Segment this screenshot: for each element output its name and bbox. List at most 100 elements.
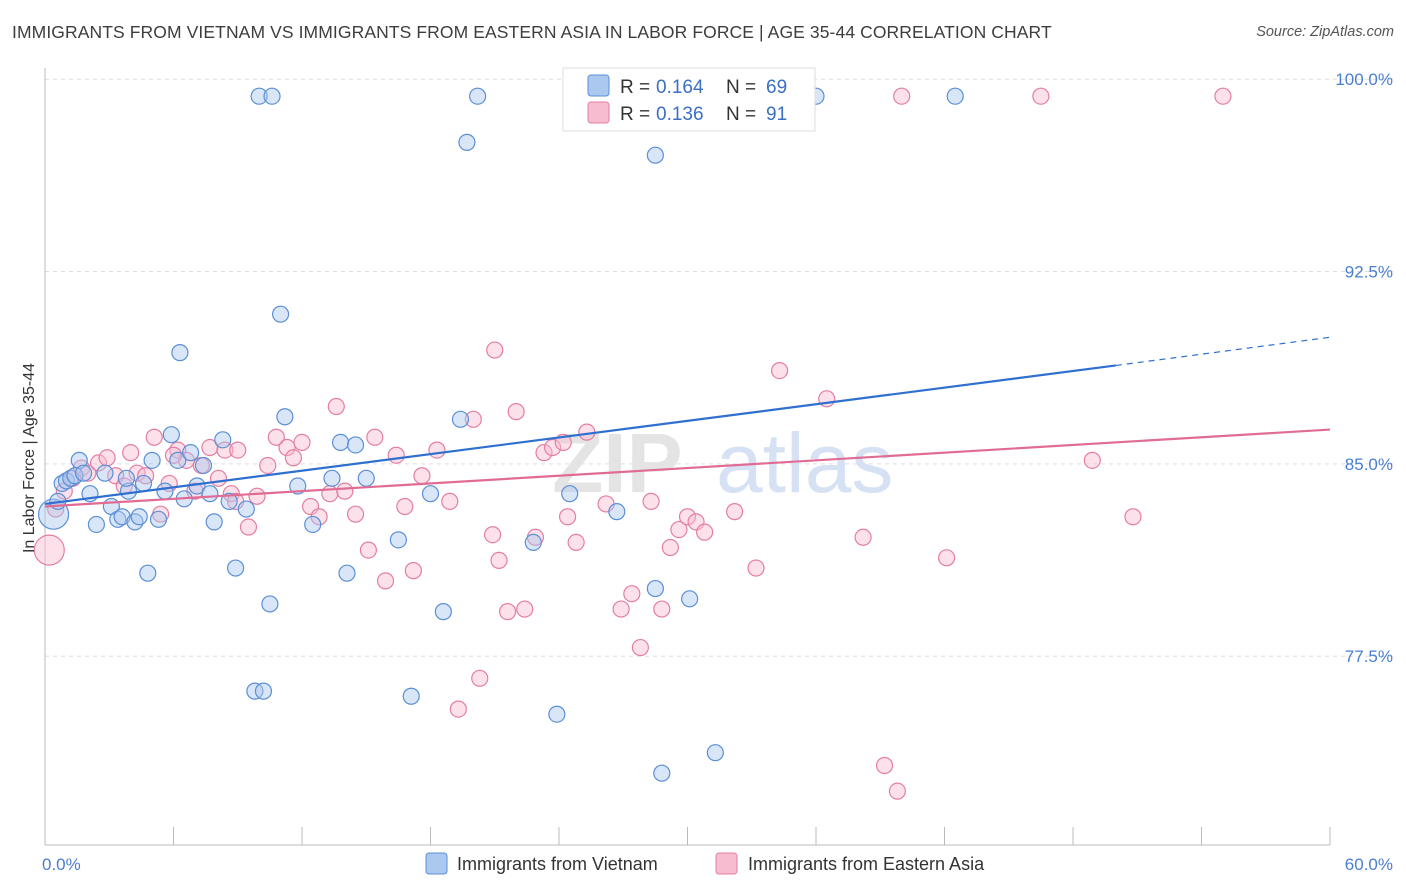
point-eastasia-78: [888, 782, 906, 800]
point-vietnam-19: [149, 510, 168, 528]
legend-n-label-eastasia: N =: [726, 104, 756, 125]
point-eastasia-36: [336, 482, 354, 500]
trend-lines: [44, 336, 1331, 508]
point-eastasia-31: [293, 433, 311, 451]
watermark-zip: ZIP: [552, 416, 683, 510]
point-eastasia-13: [145, 428, 163, 446]
point-eastasia-82: [486, 341, 504, 359]
axes: [44, 68, 1331, 846]
point-vietnam-29: [214, 431, 232, 449]
point-eastasia-76: [854, 528, 872, 546]
point-eastasia-5: [79, 464, 97, 482]
grid-lines: [45, 78, 1395, 657]
x-tick-label-1: 60.0%: [1345, 855, 1393, 874]
point-vietnam-40: [323, 469, 341, 487]
point-vietnam-24: [182, 444, 200, 462]
point-eastasia-28: [267, 428, 285, 446]
point-vietnam-58: [171, 344, 189, 362]
legend-r-label-vietnam: R =: [620, 77, 650, 98]
point-eastasia-24: [229, 441, 247, 459]
series-vietnam-points: [37, 87, 964, 782]
point-vietnam-46: [421, 485, 440, 503]
y-tick-label-1: 92.5%: [1345, 263, 1393, 282]
legend-r-value-eastasia: 0.136: [656, 104, 704, 125]
point-eastasia-22: [216, 441, 234, 459]
point-vietnam-34: [254, 682, 273, 700]
point-eastasia-29: [278, 438, 296, 457]
point-eastasia-42: [396, 497, 414, 516]
point-eastasia-68: [670, 520, 688, 539]
watermark-atlas: atlas: [716, 416, 893, 510]
point-vietnam-17: [134, 474, 153, 493]
point-vietnam-16: [130, 508, 148, 526]
point-eastasia-85: [1214, 87, 1232, 105]
point-vietnam-38: [289, 477, 307, 495]
point-eastasia-50: [484, 526, 502, 544]
point-vietnam-48: [451, 410, 470, 428]
point-vietnam-28: [205, 513, 223, 531]
point-eastasia-30: [284, 449, 303, 467]
point-eastasia-56: [535, 444, 553, 462]
series-eastern-asia-points: [33, 87, 1232, 800]
point-eastasia-6: [89, 454, 108, 472]
point-vietnam-61: [469, 87, 487, 105]
y-axis-label: In Labor Force | Age 35-44: [21, 363, 38, 553]
trend-line-vietnam: [44, 364, 1116, 506]
point-vietnam-36: [271, 305, 290, 323]
legend-r-value-vietnam: 0.164: [656, 77, 704, 98]
point-eastasia-74: [770, 361, 789, 380]
legend-n-value-vietnam: 69: [766, 77, 787, 98]
point-eastasia-72: [726, 503, 744, 521]
point-eastasia-49: [471, 669, 489, 687]
point-vietnam-65: [646, 146, 664, 164]
chart-source: Source: ZipAtlas.com: [1256, 24, 1394, 40]
point-vietnam-26: [194, 456, 213, 475]
point-eastasia-0: [33, 534, 65, 566]
point-vietnam-59: [250, 87, 268, 105]
point-eastasia-80: [1083, 451, 1101, 469]
point-vietnam-22: [169, 451, 187, 469]
point-eastasia-59: [567, 533, 585, 552]
point-eastasia-41: [387, 446, 405, 464]
bottom-legend-label-vietnam: Immigrants from Vietnam: [457, 854, 658, 874]
point-eastasia-25: [239, 518, 258, 536]
point-eastasia-57: [543, 438, 562, 457]
point-vietnam-21: [162, 426, 180, 444]
point-vietnam-35: [261, 595, 279, 613]
point-eastasia-58: [558, 508, 577, 526]
y-tick-label-2: 85.0%: [1345, 455, 1393, 474]
point-vietnam-57: [706, 744, 724, 762]
trend-line-vietnam-extension: [1115, 336, 1331, 367]
point-vietnam-31: [227, 559, 245, 577]
point-eastasia-10: [122, 444, 140, 462]
y-tick-label-3: 77.5%: [1345, 647, 1393, 666]
legend-n-label-vietnam: N =: [726, 77, 756, 98]
watermark: ZIP atlas: [552, 416, 893, 510]
stats-legend: R = 0.164 N = 69 R = 0.136 N = 91: [562, 67, 816, 132]
point-eastasia-67: [661, 538, 679, 557]
point-eastasia-66: [653, 600, 671, 618]
point-eastasia-81: [1124, 508, 1142, 526]
point-vietnam-50: [524, 533, 542, 552]
point-eastasia-79: [938, 549, 956, 567]
point-eastasia-73: [747, 559, 765, 577]
bottom-legend-label-eastasia: Immigrants from Eastern Asia: [748, 854, 985, 874]
point-eastasia-69: [678, 508, 697, 526]
point-eastasia-62: [612, 600, 630, 618]
point-eastasia-48: [464, 410, 482, 428]
point-eastasia-47: [449, 700, 467, 718]
point-eastasia-40: [376, 572, 395, 590]
tick-labels: 100.0% 92.5% 85.0% 77.5% 0.0% 60.0%: [42, 70, 1393, 874]
point-eastasia-44: [413, 467, 431, 485]
point-eastasia-64: [631, 638, 649, 657]
bottom-legend-swatch-eastasia: [715, 852, 738, 875]
point-eastasia-21: [209, 469, 228, 487]
point-vietnam-32: [237, 500, 255, 518]
point-vietnam-47: [434, 603, 452, 621]
point-eastasia-86: [1032, 87, 1050, 105]
series-legend: Immigrants from Vietnam Immigrants from …: [425, 852, 985, 875]
point-vietnam-45: [402, 687, 420, 705]
legend-swatch-vietnam: [587, 74, 610, 97]
point-vietnam-44: [389, 531, 407, 549]
